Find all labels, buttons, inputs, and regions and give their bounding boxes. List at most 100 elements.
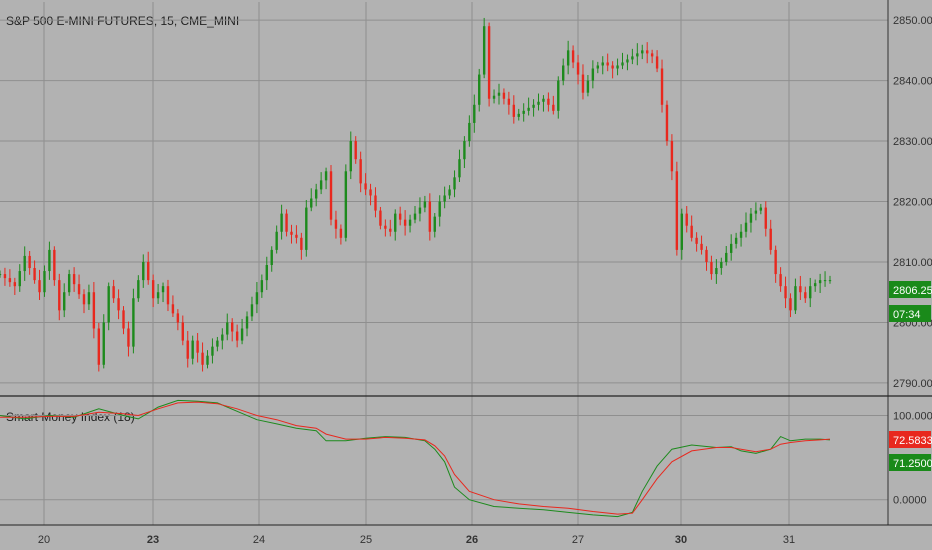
candle-body [102,322,105,365]
y-tick-label: 2840.00 [893,76,932,88]
candle-body [453,177,456,190]
candle-body [295,234,298,238]
candle-body [650,53,654,57]
candle-body [438,201,441,217]
candle-body [384,225,387,229]
smi-signal-line [0,401,831,515]
candle-body [250,304,254,317]
candle-body [799,286,802,293]
candle-body [349,141,352,172]
candle-body [314,189,318,199]
candle-body [18,271,21,287]
candle-body [789,298,792,311]
x-tick-label: 23 [147,534,159,546]
candle-body [211,346,214,356]
candle-body [58,280,61,311]
candle-body [206,355,209,365]
candle-body [196,340,199,353]
x-tick-label: 25 [360,534,372,546]
candle-body [255,292,259,305]
candle-body [339,228,343,238]
candle-body [576,62,580,75]
candle-body [571,50,575,63]
candle-body [636,53,639,57]
indicator-lines [0,399,831,518]
x-tick-label: 27 [572,534,584,546]
candle-body [739,231,743,238]
x-tick-label: 30 [675,534,687,546]
candle-body [809,286,812,299]
candle-body [626,59,629,63]
candle-body [354,141,357,160]
candle-body [779,274,782,287]
candle-body [443,195,446,202]
x-axis-ticks: 20 23 24 25 26 27 30 31 [38,534,795,546]
x-tick-label: 20 [38,534,50,546]
candle-body [403,219,407,226]
candle-body [305,207,308,250]
candle-body [695,237,698,244]
candle-body [557,80,560,111]
candle-body [715,268,718,275]
candle-body [23,255,26,272]
candle-body [621,62,624,66]
candle-body [28,255,31,269]
indicator-value-badge-bg [889,454,931,471]
last-price-badge-bg [889,281,931,298]
candle-body [394,213,397,232]
candle-body [77,284,81,295]
candle-body [685,213,688,226]
candle-body [319,180,323,190]
candle-body [448,189,451,196]
candle-body [660,68,664,105]
candle-body [606,62,609,66]
candle-body [112,286,115,299]
candle-body [680,213,683,250]
candle-body [334,219,338,229]
y-tick-label: 2830.00 [893,136,932,148]
candle-body [329,171,333,220]
candle-body [231,322,234,332]
candle-body [710,261,713,275]
candle-body [507,98,511,105]
candle-body [729,243,733,253]
candle-body [63,292,66,311]
candle-body [369,189,372,196]
candle-body [744,222,748,232]
candle-body [324,171,328,181]
candle-body [374,195,377,211]
candle-body [364,183,367,190]
candle-body [552,104,555,111]
candle-body [478,74,481,105]
candle-body [720,261,723,269]
candle-body [290,231,293,235]
candle-body [300,237,303,250]
candle-body [581,74,585,93]
candle-body [151,280,155,299]
candle-body [641,50,644,54]
candle-body [92,292,96,329]
candle-body [265,265,268,281]
candle-body [616,65,619,69]
last-price-badge: 2806.25 [893,285,932,297]
x-tick-label: 26 [466,534,478,546]
candle-body [487,26,491,99]
candle-body [601,62,604,66]
indicator-signal-badge-bg [889,431,931,448]
candle-body [107,286,110,323]
candle-body [586,80,590,93]
candle-body [48,249,51,272]
candle-body [497,92,501,96]
candle-body [542,98,545,102]
candle-body [823,280,827,282]
axes [0,0,932,526]
candle-body [245,316,249,329]
candle-body [433,216,436,232]
y-tick-label: 2820.00 [893,197,932,209]
candle-body [596,65,599,69]
candle-body [418,207,422,214]
candle-body [359,159,362,184]
candle-body [473,104,476,123]
candle-body [285,213,288,232]
